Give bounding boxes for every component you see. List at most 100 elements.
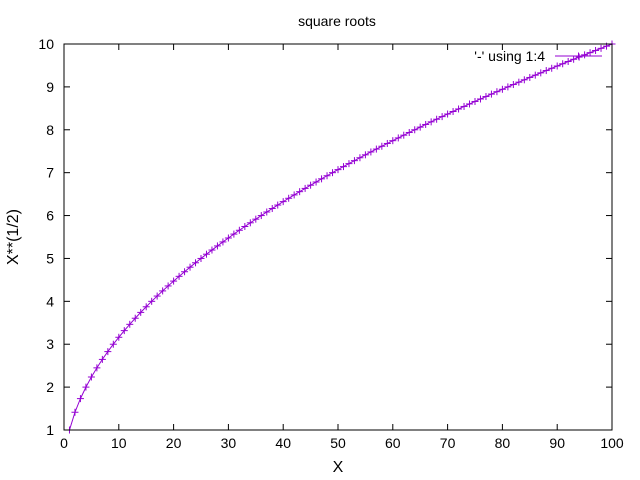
- data-point: [192, 259, 200, 267]
- data-point: [422, 120, 430, 128]
- data-point: [252, 215, 260, 223]
- x-tick-label: 50: [330, 435, 346, 451]
- x-tick-label: 80: [495, 435, 511, 451]
- y-axis-label: X**(1/2): [5, 209, 22, 265]
- data-point: [197, 254, 205, 262]
- data-point: [537, 69, 545, 77]
- data-point: [345, 160, 353, 168]
- data-point: [246, 219, 254, 227]
- data-point: [378, 142, 386, 150]
- data-point: [509, 81, 517, 89]
- data-point: [455, 105, 463, 113]
- data-point: [356, 154, 364, 162]
- data-point: [268, 205, 276, 213]
- data-point: [142, 303, 150, 311]
- data-point: [487, 90, 495, 98]
- data-point: [115, 333, 123, 341]
- x-tick-label: 90: [549, 435, 565, 451]
- data-point: [350, 157, 358, 165]
- data-point: [318, 175, 326, 183]
- y-tick-label: 5: [46, 250, 54, 266]
- data-point: [126, 320, 134, 328]
- data-point: [482, 93, 490, 101]
- data-point: [98, 355, 106, 363]
- data-point: [592, 46, 600, 54]
- data-point: [208, 246, 216, 254]
- x-tick-label: 40: [275, 435, 291, 451]
- data-point: [93, 364, 101, 372]
- data-point: [597, 44, 605, 52]
- data-point: [416, 123, 424, 131]
- y-tick-label: 9: [46, 79, 54, 95]
- data-point: [131, 314, 139, 322]
- legend: '-' using 1:4: [474, 48, 602, 64]
- legend-label: '-' using 1:4: [474, 48, 545, 64]
- x-tick-label: 10: [111, 435, 127, 451]
- data-point: [257, 212, 265, 220]
- data-point: [493, 88, 501, 96]
- y-tick-label: 1: [46, 422, 54, 438]
- data-point: [323, 172, 331, 180]
- x-tick-label: 20: [166, 435, 182, 451]
- data-point: [202, 250, 210, 258]
- data-point: [564, 57, 572, 65]
- data-point: [372, 145, 380, 153]
- data-point: [312, 178, 320, 186]
- plot-frame: [63, 43, 613, 431]
- data-point: [389, 137, 397, 145]
- data-point: [460, 102, 468, 110]
- x-tick-label: 60: [385, 435, 401, 451]
- data-point: [120, 327, 128, 335]
- data-point: [235, 226, 243, 234]
- tick-labels: 0 10 20 30 40 50 60 70 80 90 100 1 2 3 4 5 6 7 8 9 10: [38, 36, 623, 451]
- x-tick-label: 30: [221, 435, 237, 451]
- data-point: [274, 201, 282, 209]
- y-tick-label: 6: [46, 208, 54, 224]
- data-point: [394, 134, 402, 142]
- data-point: [285, 194, 293, 202]
- data-point: [476, 95, 484, 103]
- data-point: [559, 60, 567, 68]
- data-point: [334, 166, 342, 174]
- data-point: [504, 83, 512, 91]
- chart-title: square roots: [298, 13, 376, 29]
- data-point: [586, 49, 594, 57]
- data-point: [104, 348, 112, 356]
- data-point: [241, 222, 249, 230]
- plot-series: [65, 40, 616, 434]
- data-point: [471, 97, 479, 105]
- data-point: [148, 297, 156, 305]
- x-tick-label: 100: [600, 435, 624, 451]
- data-point: [71, 408, 79, 416]
- data-point: [515, 78, 523, 86]
- data-point: [263, 208, 271, 216]
- data-point: [164, 282, 172, 290]
- data-point: [159, 287, 167, 295]
- legend-marker-point: [575, 52, 582, 60]
- data-point: [76, 395, 84, 403]
- data-point: [367, 148, 375, 156]
- data-point: [575, 53, 583, 61]
- data-point: [531, 71, 539, 79]
- data-point: [137, 308, 145, 316]
- x-tick-label: 0: [60, 435, 68, 451]
- data-point: [444, 110, 452, 118]
- data-point: [520, 76, 528, 84]
- y-tick-label: 7: [46, 165, 54, 181]
- data-point: [219, 238, 227, 246]
- data-point: [498, 85, 506, 93]
- data-point: [307, 181, 315, 189]
- data-point: [109, 340, 117, 348]
- data-point: [542, 67, 550, 75]
- data-point: [427, 118, 435, 126]
- data-point: [224, 234, 232, 242]
- y-tick-label: 10: [38, 36, 54, 52]
- data-point: [553, 62, 561, 70]
- data-point: [329, 169, 337, 177]
- data-point: [87, 373, 95, 381]
- data-point: [383, 139, 391, 147]
- data-point: [466, 100, 474, 108]
- data-point: [213, 242, 221, 250]
- data-point: [449, 108, 457, 116]
